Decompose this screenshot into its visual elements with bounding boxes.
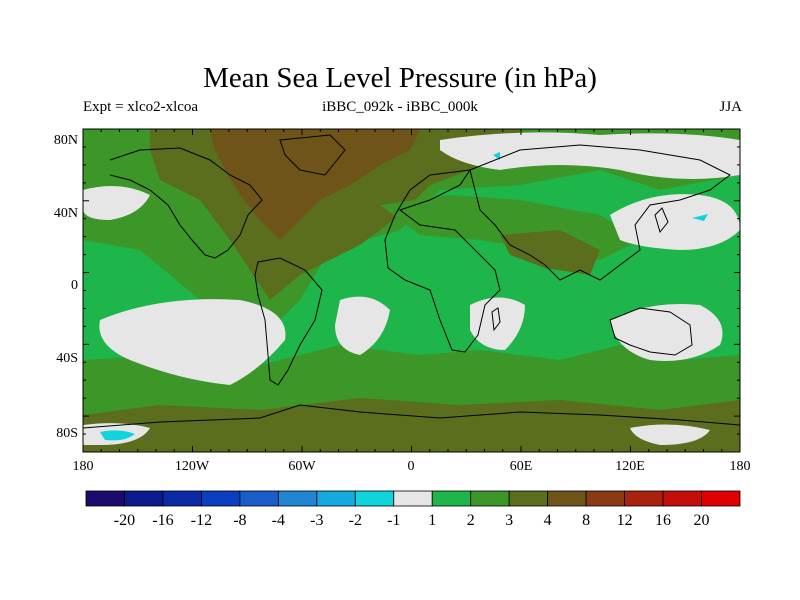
lon-label-60w: 60W [288, 459, 316, 474]
cyan-patch-arctic [493, 152, 500, 160]
colorbar-label: -20 [113, 512, 136, 529]
colorbar-box [393, 490, 433, 507]
colorbar-label: 3 [505, 512, 514, 529]
europe-africa-coast [384, 169, 501, 353]
colorbar-label: 12 [616, 512, 633, 529]
colorbar [85, 490, 741, 507]
south-america-coast [254, 257, 323, 386]
colorbar-box [124, 490, 164, 507]
lon-label-180e: 180 [729, 459, 751, 474]
colorbar-box [239, 490, 279, 507]
colorbar-label: -2 [348, 512, 362, 529]
colorbar-label: 1 [428, 512, 437, 529]
lon-label-0: 0 [407, 459, 415, 474]
antarctica-coast [82, 404, 741, 429]
comparison-label: iBBC_092k - iBBC_000k [322, 99, 478, 115]
colorbar-label: -4 [271, 512, 285, 529]
season-label: JJA [719, 99, 742, 115]
australia-white [610, 304, 723, 361]
australia-coast [609, 307, 693, 356]
colorbar-label: 20 [693, 512, 710, 529]
colorbar-box [85, 490, 125, 507]
colorbar-label: -1 [387, 512, 401, 529]
colorbar-box [316, 490, 356, 507]
experiment-label: Expt = xlco2-xlcoa [83, 99, 199, 115]
south-pacific-white [99, 299, 286, 385]
lon-label-180w: 180 [72, 459, 94, 474]
colorbar-label: 16 [655, 512, 672, 529]
pressure-field [83, 129, 740, 452]
lat-label-40s: 40S [56, 351, 78, 366]
colorbar-label: -12 [190, 512, 213, 529]
antarctic-white-2 [630, 424, 710, 445]
colorbar-box [547, 490, 587, 507]
colorbar-box [201, 490, 241, 507]
colorbar-box [277, 490, 318, 507]
colorbar-box [354, 490, 395, 507]
colorbar-box [701, 490, 741, 507]
lon-label-60e: 60E [509, 459, 533, 474]
asia-coast [469, 144, 731, 281]
axis-ticks [82, 128, 741, 453]
colorbar-box [431, 490, 472, 507]
pacific-north-white [83, 186, 150, 220]
colorbar-box [624, 490, 664, 507]
south-olive-band [83, 345, 740, 415]
coastlines [82, 134, 741, 429]
colorbar-label: 4 [543, 512, 552, 529]
colorbar-box [662, 490, 702, 507]
lon-label-120e: 120E [615, 459, 645, 474]
northwest-pacific-white [610, 194, 740, 250]
greenland-coast [279, 134, 346, 176]
colorbar-box [470, 490, 510, 507]
colorbar-box [585, 490, 625, 507]
colorbar-box [162, 490, 202, 507]
lat-label-40n: 40N [53, 206, 78, 221]
cyan-patch-pacific [692, 214, 708, 221]
colorbar-label: -3 [310, 512, 324, 529]
colorbar-label: -16 [152, 512, 174, 529]
lat-label-80n: 80N [53, 133, 78, 148]
chart-title: Mean Sea Level Pressure (in hPa) [203, 62, 597, 94]
south-atlantic-white [335, 296, 390, 355]
north-america-coast [109, 147, 263, 259]
colorbar-label: -8 [233, 512, 247, 529]
lat-label-80s: 80S [56, 426, 78, 441]
colorbar-label: 8 [582, 512, 591, 529]
colorbar-box [508, 490, 549, 507]
colorbar-label: 2 [466, 512, 475, 529]
north-atlantic-dark [210, 129, 420, 240]
cyan-patch-antarctic [100, 430, 135, 441]
lon-label-120w: 120W [174, 459, 210, 474]
india-brown [500, 230, 600, 275]
madagascar-coast [491, 307, 501, 332]
arctic-white [440, 132, 740, 179]
lat-label-equator: 0 [71, 278, 78, 293]
japan-coast [654, 207, 669, 234]
